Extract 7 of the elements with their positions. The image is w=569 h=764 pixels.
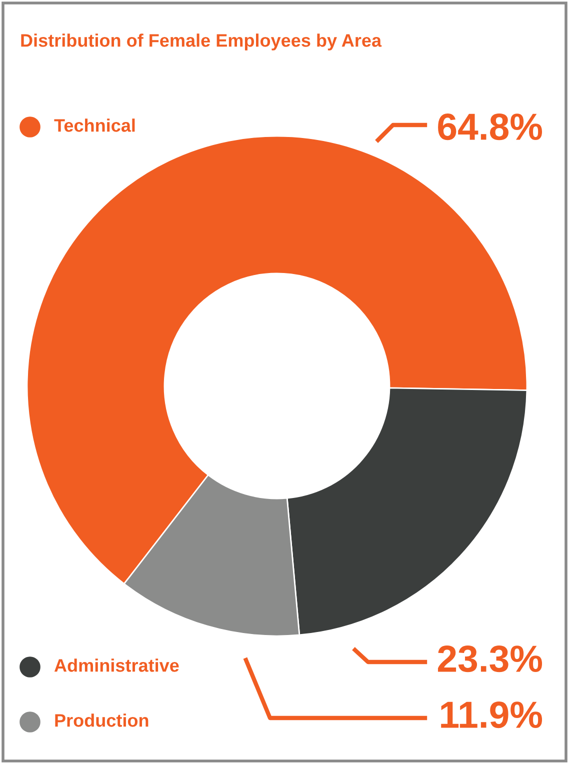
chart-title: Distribution of Female Employees by Area <box>21 34 382 50</box>
data-label: 64.8% <box>438 114 542 140</box>
legend-label: Production <box>55 714 148 727</box>
data-label: 11.9% <box>441 702 542 728</box>
legend-label: Technical <box>54 118 135 132</box>
legend-label: Administrative <box>54 658 179 672</box>
data-label: 23.3% <box>438 646 542 672</box>
